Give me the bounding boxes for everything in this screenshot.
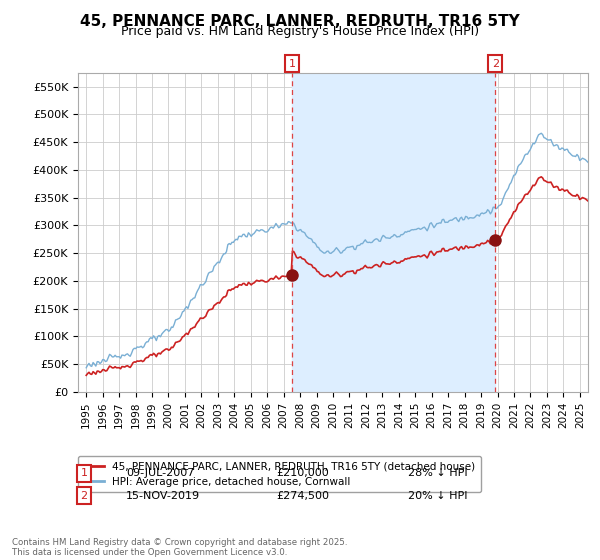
Text: 15-NOV-2019: 15-NOV-2019 — [126, 491, 200, 501]
Text: Contains HM Land Registry data © Crown copyright and database right 2025.
This d: Contains HM Land Registry data © Crown c… — [12, 538, 347, 557]
Text: 1: 1 — [289, 59, 296, 69]
Text: 2: 2 — [492, 59, 499, 69]
Text: £210,000: £210,000 — [276, 468, 329, 478]
Text: 09-JUL-2007: 09-JUL-2007 — [126, 468, 194, 478]
Text: 45, PENNANCE PARC, LANNER, REDRUTH, TR16 5TY: 45, PENNANCE PARC, LANNER, REDRUTH, TR16… — [80, 14, 520, 29]
Text: 1: 1 — [80, 468, 88, 478]
Legend: 45, PENNANCE PARC, LANNER, REDRUTH, TR16 5TY (detached house), HPI: Average pric: 45, PENNANCE PARC, LANNER, REDRUTH, TR16… — [78, 456, 481, 492]
Text: £274,500: £274,500 — [276, 491, 329, 501]
Text: 2: 2 — [80, 491, 88, 501]
Text: 20% ↓ HPI: 20% ↓ HPI — [408, 491, 467, 501]
Bar — [292, 73, 496, 392]
Text: 28% ↓ HPI: 28% ↓ HPI — [408, 468, 467, 478]
Text: Price paid vs. HM Land Registry's House Price Index (HPI): Price paid vs. HM Land Registry's House … — [121, 25, 479, 38]
